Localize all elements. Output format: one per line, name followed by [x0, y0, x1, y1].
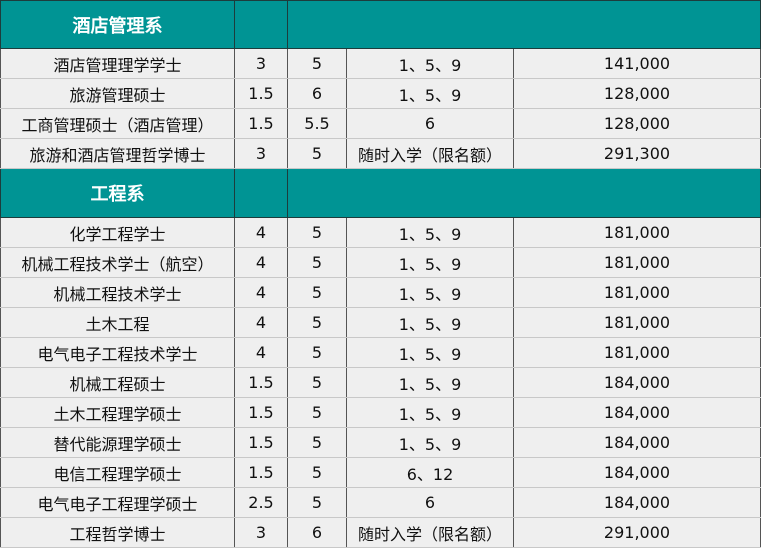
- cell-duration: 3: [234, 138, 288, 169]
- cell-fee: 184,000: [512, 427, 761, 458]
- cell-fee: 181,000: [512, 337, 761, 368]
- cell-intake: 随时入学（限名额）: [346, 138, 514, 169]
- cell-fee: 291,300: [512, 138, 761, 169]
- cell-ielts: 5: [287, 487, 347, 518]
- cell-fee: 184,000: [512, 367, 761, 398]
- table-row: 酒店管理理学学士 3 5 1、5、9 141,000: [0, 48, 761, 79]
- table-row: 电气电子工程技术学士 4 5 1、5、9 181,000: [0, 337, 761, 368]
- cell-intake: 1、5、9: [346, 247, 514, 278]
- table-row: 电气电子工程理学硕士 2.5 5 6 184,000: [0, 487, 761, 518]
- cell-intake: 1、5、9: [346, 367, 514, 398]
- cell-intake: 6: [346, 487, 514, 518]
- cell-ielts: 5: [287, 397, 347, 428]
- table-row: 电信工程理学硕士 1.5 5 6、12 184,000: [0, 457, 761, 488]
- cell-fee: 184,000: [512, 397, 761, 428]
- cell-ielts: 5: [287, 427, 347, 458]
- cell-program: 电气电子工程理学硕士: [0, 487, 235, 518]
- cell-duration: 1.5: [234, 397, 288, 428]
- cell-program: 机械工程技术学士（航空）: [0, 247, 235, 278]
- section-header-cell: [286, 0, 761, 49]
- cell-program: 化学工程学士: [0, 217, 235, 248]
- cell-fee: 291,000: [512, 517, 761, 548]
- cell-ielts: 5: [287, 247, 347, 278]
- cell-duration: 1.5: [234, 457, 288, 488]
- section-header: 工程系: [0, 168, 761, 218]
- cell-program: 机械工程技术学士: [0, 277, 235, 308]
- cell-intake: 1、5、9: [346, 217, 514, 248]
- table-row: 替代能源理学硕士 1.5 5 1、5、9 184,000: [0, 427, 761, 458]
- cell-program: 电信工程理学硕士: [0, 457, 235, 488]
- table-row: 土木工程理学硕士 1.5 5 1、5、9 184,000: [0, 397, 761, 428]
- cell-ielts: 6: [287, 78, 347, 109]
- cell-intake: 1、5、9: [346, 277, 514, 308]
- cell-program: 土木工程: [0, 307, 235, 338]
- cell-fee: 128,000: [512, 108, 761, 139]
- cell-duration: 3: [234, 48, 288, 79]
- cell-fee: 184,000: [512, 457, 761, 488]
- cell-fee: 181,000: [512, 217, 761, 248]
- table-row: 旅游和酒店管理哲学博士 3 5 随时入学（限名额） 291,300: [0, 138, 761, 169]
- cell-duration: 1.5: [234, 78, 288, 109]
- table-row: 机械工程技术学士（航空） 4 5 1、5、9 181,000: [0, 247, 761, 278]
- cell-ielts: 5: [287, 138, 347, 169]
- cell-ielts: 5: [287, 457, 347, 488]
- cell-ielts: 5.5: [287, 108, 347, 139]
- cell-program: 替代能源理学硕士: [0, 427, 235, 458]
- cell-duration: 1.5: [234, 367, 288, 398]
- cell-duration: 4: [234, 217, 288, 248]
- cell-program: 旅游管理硕士: [0, 78, 235, 109]
- cell-ielts: 5: [287, 307, 347, 338]
- cell-program: 机械工程硕士: [0, 367, 235, 398]
- cell-duration: 4: [234, 247, 288, 278]
- table-row: 工程哲学博士 3 6 随时入学（限名额） 291,000: [0, 517, 761, 548]
- cell-intake: 6: [346, 108, 514, 139]
- table-row: 化学工程学士 4 5 1、5、9 181,000: [0, 217, 761, 248]
- cell-program: 酒店管理理学学士: [0, 48, 235, 79]
- cell-fee: 181,000: [512, 247, 761, 278]
- section-title: 工程系: [0, 168, 235, 218]
- section-title: 酒店管理系: [0, 0, 235, 49]
- section-header-cell: [234, 0, 288, 49]
- cell-duration: 3: [234, 517, 288, 548]
- cell-program: 工商管理硕士（酒店管理）: [0, 108, 235, 139]
- cell-program: 工程哲学博士: [0, 517, 235, 548]
- cell-ielts: 5: [287, 277, 347, 308]
- cell-intake: 1、5、9: [346, 337, 514, 368]
- section-header: 酒店管理系: [0, 0, 761, 49]
- cell-intake: 1、5、9: [346, 427, 514, 458]
- cell-intake: 1、5、9: [346, 48, 514, 79]
- cell-duration: 1.5: [234, 108, 288, 139]
- cell-ielts: 5: [287, 337, 347, 368]
- cell-fee: 128,000: [512, 78, 761, 109]
- cell-fee: 184,000: [512, 487, 761, 518]
- cell-duration: 1.5: [234, 427, 288, 458]
- table-row: 旅游管理硕士 1.5 6 1、5、9 128,000: [0, 78, 761, 109]
- cell-intake: 6、12: [346, 457, 514, 488]
- cell-program: 旅游和酒店管理哲学博士: [0, 138, 235, 169]
- table-row: 机械工程硕士 1.5 5 1、5、9 184,000: [0, 367, 761, 398]
- cell-intake: 1、5、9: [346, 78, 514, 109]
- cell-ielts: 5: [287, 367, 347, 398]
- cell-intake: 随时入学（限名额）: [346, 517, 514, 548]
- cell-duration: 4: [234, 337, 288, 368]
- cell-ielts: 5: [287, 217, 347, 248]
- cell-fee: 181,000: [512, 277, 761, 308]
- cell-duration: 2.5: [234, 487, 288, 518]
- cell-ielts: 5: [287, 48, 347, 79]
- table-row: 机械工程技术学士 4 5 1、5、9 181,000: [0, 277, 761, 308]
- cell-fee: 181,000: [512, 307, 761, 338]
- cell-program: 土木工程理学硕士: [0, 397, 235, 428]
- cell-duration: 4: [234, 277, 288, 308]
- section-header-cell: [234, 168, 288, 218]
- table-row: 工商管理硕士（酒店管理） 1.5 5.5 6 128,000: [0, 108, 761, 139]
- cell-program: 电气电子工程技术学士: [0, 337, 235, 368]
- cell-duration: 4: [234, 307, 288, 338]
- section-header-cell: [286, 168, 761, 218]
- cell-intake: 1、5、9: [346, 307, 514, 338]
- cell-intake: 1、5、9: [346, 397, 514, 428]
- cell-ielts: 6: [287, 517, 347, 548]
- cell-fee: 141,000: [512, 48, 761, 79]
- table-row: 土木工程 4 5 1、5、9 181,000: [0, 307, 761, 338]
